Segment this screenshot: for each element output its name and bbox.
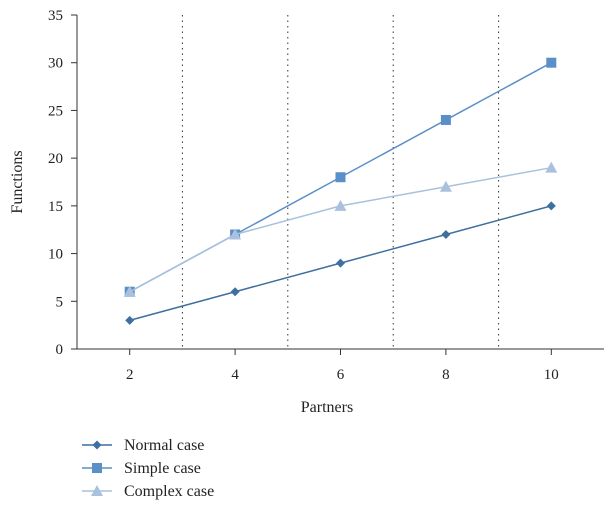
legend-item: Simple case [82, 460, 201, 477]
series-line [129, 166, 552, 293]
data-point [229, 228, 242, 240]
legend-marker [92, 463, 102, 473]
data-point [441, 229, 451, 239]
data-point [546, 57, 557, 68]
data-point [334, 199, 347, 211]
y-tick-label: 25 [48, 103, 63, 119]
series-lines [123, 57, 558, 325]
y-tick-label: 30 [48, 56, 63, 72]
y-tick-label: 10 [48, 247, 63, 263]
x-tick-label: 10 [544, 367, 559, 383]
x-tick-label: 2 [126, 367, 134, 383]
y-tick-labels: 0 5 10 15 20 25 30 35 [48, 8, 77, 358]
data-point [123, 285, 136, 297]
x-tick-label: 4 [231, 367, 239, 383]
series-complex-case [123, 161, 558, 297]
y-tick-label: 5 [56, 294, 64, 310]
data-point [545, 161, 558, 173]
y-tick-label: 15 [48, 199, 63, 215]
data-point [439, 180, 452, 192]
x-tick-label: 8 [442, 367, 450, 383]
x-axis-label: Partners [301, 399, 353, 416]
y-tick-label: 0 [56, 342, 64, 358]
data-point [336, 258, 345, 268]
legend-marker [92, 440, 102, 450]
y-axis-label: Functions [9, 150, 26, 213]
legend: Normal case Simple case Complex case [82, 437, 214, 500]
data-point [230, 287, 240, 297]
legend-label: Simple case [124, 460, 201, 477]
legend-item: Complex case [82, 483, 214, 500]
y-tick-label: 20 [48, 151, 63, 167]
legend-label: Complex case [124, 483, 214, 500]
series-normal-case [125, 201, 556, 325]
data-point [335, 172, 346, 183]
legend-marker [91, 485, 103, 496]
x-tick-label: 6 [337, 367, 345, 383]
y-tick-label: 35 [48, 8, 63, 24]
x-tick-labels: 2 4 6 8 10 [126, 349, 559, 383]
data-point [125, 315, 135, 325]
legend-item: Normal case [82, 437, 204, 454]
data-point [546, 201, 556, 211]
data-point [440, 114, 451, 125]
legend-label: Normal case [124, 437, 204, 454]
gridlines [181, 15, 500, 349]
